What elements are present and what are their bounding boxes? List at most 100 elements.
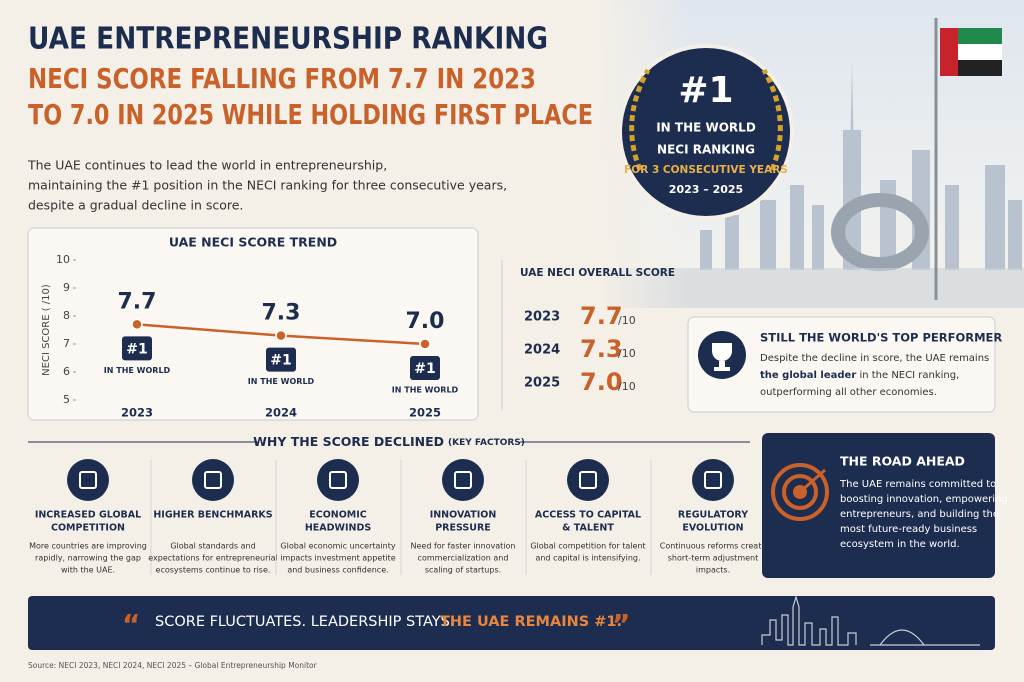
factor-text: Global competition for talent xyxy=(530,542,645,551)
intro: maintaining the #1 position in the NECI … xyxy=(28,178,507,193)
rank-label: #1 xyxy=(414,361,435,377)
factor-title: ECONOMIC xyxy=(309,510,367,521)
rank-label: #1 xyxy=(126,341,147,357)
intro: The UAE continues to lead the world in e… xyxy=(27,158,387,173)
factor-title: PRESSURE xyxy=(435,523,491,534)
y-tick-label: 6 xyxy=(63,365,70,378)
rank-text: IN THE WORLD xyxy=(248,377,315,386)
y-tick-label: 9 xyxy=(63,281,70,294)
year: 2024 xyxy=(524,343,560,358)
panel-text: The UAE remains committed to xyxy=(839,479,996,490)
icon-glyph xyxy=(704,471,722,489)
x-tick-label: 2025 xyxy=(409,406,441,420)
x-tick-label: 2024 xyxy=(265,406,297,420)
rank-label: #1 xyxy=(270,353,291,369)
title: UAE ENTREPRENEURSHIP RANKING xyxy=(28,22,548,57)
chart-title: UAE NECI SCORE TREND xyxy=(169,235,337,250)
text: (KEY FACTORS) xyxy=(448,438,525,448)
rank-box xyxy=(122,336,152,361)
value-label: 7.3 xyxy=(262,301,301,326)
year: 2023 xyxy=(524,310,560,325)
factor-text: ecosystems continue to rise. xyxy=(156,566,271,575)
factor-text: Global standards and xyxy=(170,542,255,551)
unit: /10 xyxy=(618,314,636,327)
source: Source: NECI 2023, NECI 2024, NECI 2025 … xyxy=(28,661,318,670)
quote-mark: “ xyxy=(122,608,140,641)
badge xyxy=(618,44,794,220)
factor-text: short-term adjustment xyxy=(668,554,759,563)
chart-panel xyxy=(27,227,479,421)
factor-title: & TALENT xyxy=(562,523,614,534)
point xyxy=(275,329,287,342)
icon-glyph xyxy=(79,471,97,489)
factor-text: impacts investment appetite xyxy=(280,554,395,563)
factor-icon xyxy=(567,459,609,501)
factor-text: impacts. xyxy=(696,566,730,575)
factor-text: scaling of startups. xyxy=(425,566,501,575)
quote-text: SCORE FLUCTUATES. LEADERSHIP STAYS. xyxy=(155,614,454,630)
point xyxy=(131,318,143,331)
panel-text: Despite the decline in score, the UAE re… xyxy=(760,353,989,364)
factor-icon xyxy=(192,459,234,501)
icon-glyph xyxy=(454,471,472,489)
panel-text: entrepreneurs, and building the xyxy=(840,509,999,520)
factor-title: INNOVATION xyxy=(430,510,497,521)
unit: /10 xyxy=(618,347,636,360)
factor-title: COMPETITION xyxy=(51,523,125,534)
rank-text: IN THE WORLD xyxy=(104,366,171,375)
icon-glyph xyxy=(204,471,222,489)
text: in the NECI ranking, xyxy=(856,370,959,381)
score: 7.3 xyxy=(580,335,623,363)
road-ahead-panel xyxy=(762,433,995,578)
subtitle: NECI SCORE FALLING FROM 7.7 IN 2023 xyxy=(28,62,536,95)
panel-text: outperforming all other economies. xyxy=(760,387,937,398)
factor-icon xyxy=(67,459,109,501)
factor-text: Global economic uncertainty xyxy=(280,542,395,551)
factor-icon xyxy=(317,459,359,501)
trophy xyxy=(712,343,732,371)
factor-text: and business confidence. xyxy=(287,566,388,575)
factor-icon xyxy=(442,459,484,501)
rank-box xyxy=(410,356,440,380)
badge-rank: #1 xyxy=(678,70,733,111)
factor-text: with the UAE. xyxy=(61,566,115,575)
rank-box xyxy=(266,347,296,372)
score: 7.0 xyxy=(580,368,623,396)
y-tick-label: 10 xyxy=(56,253,70,266)
panel-title: STILL THE WORLD'S TOP PERFORMER xyxy=(760,331,1002,345)
target-icon xyxy=(771,463,829,521)
factor-icon xyxy=(692,459,734,501)
overall-title: UAE NECI OVERALL SCORE xyxy=(520,267,675,279)
icon-glyph xyxy=(579,471,597,489)
factor-title: EVOLUTION xyxy=(682,523,743,534)
badge-text: IN THE WORLD xyxy=(656,121,756,135)
factor-text: expectations for entrepreneurial xyxy=(148,554,278,563)
panel-text: ecosystem in the world. xyxy=(840,539,960,550)
badge-text: FOR 3 CONSECUTIVE YEARS xyxy=(624,164,788,176)
badge-text: NECI RANKING xyxy=(657,143,755,157)
factor-title: HEADWINDS xyxy=(305,523,372,534)
quote-banner xyxy=(28,596,995,650)
factor-title: HIGHER BENCHMARKS xyxy=(153,510,272,521)
badge-years: 2023 – 2025 xyxy=(669,183,743,196)
bold-text: the global leader xyxy=(760,370,856,381)
factor-text: Continuous reforms create xyxy=(660,542,767,551)
subtitle: TO 7.0 IN 2025 WHILE HOLDING FIRST PLACE xyxy=(28,98,593,131)
y-axis-label: NECI SCORE ( /10) xyxy=(41,284,52,376)
factor-title: INCREASED GLOBAL xyxy=(35,510,141,521)
value-label: 7.0 xyxy=(406,309,445,334)
panel-title: THE ROAD AHEAD xyxy=(840,454,965,469)
quote-mark: ” xyxy=(612,608,630,641)
factor-text: rapidly, narrowing the gap xyxy=(35,554,141,563)
y-tick-label: 8 xyxy=(63,309,70,322)
unit: /10 xyxy=(618,380,636,393)
factor-text: and capital is intensifying. xyxy=(535,554,640,563)
value-label: 7.7 xyxy=(118,289,157,314)
y-tick-label: 7 xyxy=(63,337,70,350)
top-performer-panel xyxy=(687,316,996,413)
panel-text: boosting innovation, empowering xyxy=(840,494,1008,505)
factor-text: More countries are improving xyxy=(29,542,147,551)
icon-glyph xyxy=(329,471,347,489)
